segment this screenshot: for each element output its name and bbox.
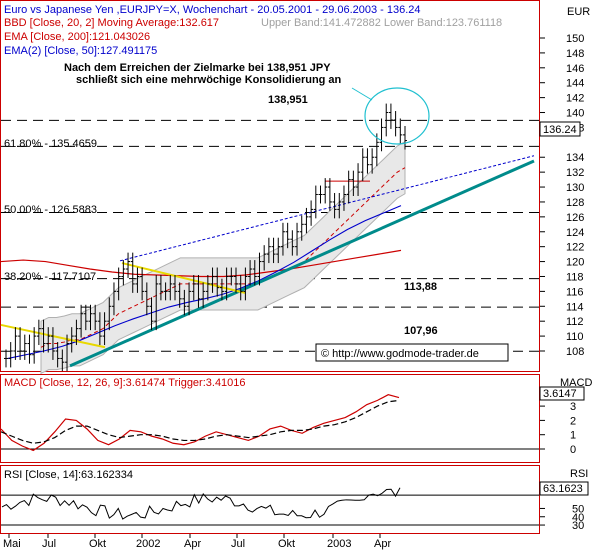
macd-axis-label: 2 — [570, 415, 576, 427]
macd-panel-frame — [0, 374, 540, 463]
time-axis-label: Jul — [42, 538, 56, 550]
price-axis-label: 134 — [566, 152, 584, 164]
annotation-note-line2: schließt sich eine mehrwöchige Konsolidi… — [76, 74, 342, 86]
legend-ema50: EMA(2) [Close, 50]:127.491175 — [4, 45, 157, 57]
blue-dotted-trend-line — [119, 155, 535, 262]
macd-value-box — [539, 386, 585, 401]
price-axis-label: 108 — [566, 346, 584, 358]
level-label-11388: 113,88 — [404, 281, 437, 293]
time-axis-label: Okt — [278, 538, 295, 550]
macd-axis-label: 0 — [570, 444, 576, 456]
price-axis-label: 110 — [566, 331, 584, 343]
green-trend-line — [69, 159, 535, 368]
legend-bbd: BBD [Close, 20, 2] Moving Average:132.61… — [4, 17, 219, 29]
time-axis-label: Jul — [231, 538, 245, 550]
price-axis-label: 146 — [566, 63, 584, 75]
rsi-axis-label: 40 — [572, 512, 584, 524]
price-axis-label: 122 — [566, 242, 584, 254]
macd-axis-label: 3 — [570, 401, 576, 413]
macd-axis-title: MACD — [560, 377, 592, 389]
legend-ema200: EMA [Close, 200]:121.043026 — [4, 31, 150, 43]
price-axis-label: 114 — [566, 301, 584, 313]
macd-trigger-line — [0, 399, 400, 444]
fib-label-382: 38.20% - 117.7107 — [4, 271, 96, 283]
rsi-axis-label: 30 — [572, 520, 584, 532]
currency-label: EUR — [567, 6, 590, 18]
price-axis-label: 140 — [566, 108, 584, 120]
rsi-panel-frame — [0, 465, 540, 534]
price-axis-label: 112 — [566, 316, 584, 328]
price-axis-label: 148 — [566, 48, 584, 60]
price-axis-label: 130 — [566, 182, 584, 194]
bollinger-mid-line — [40, 167, 406, 348]
fib-label-618: 61.80% - 135.4659 — [4, 138, 97, 150]
price-axis-label: 124 — [566, 227, 584, 239]
price-axis-label: 116 — [566, 286, 584, 298]
time-axis-label: Apr — [374, 538, 391, 550]
rsi-line — [1, 487, 401, 520]
ema200-line — [0, 249, 402, 278]
macd-label: MACD [Close, 12, 26, 9]:3.61474 Trigger:… — [4, 377, 246, 389]
copyright-text: © http://www.godmode-trader.de — [321, 348, 479, 360]
price-axis-label: 128 — [566, 197, 584, 209]
level-label-10796: 107,96 — [404, 325, 438, 337]
macd-value: 3.6147 — [543, 388, 577, 400]
legend-bbd-bands: Upper Band:141.472882 Lower Band:123.761… — [261, 17, 502, 29]
rsi-axis-label: 50 — [572, 503, 584, 515]
highlight-circle — [364, 87, 430, 145]
copyright-box — [315, 343, 509, 362]
price-axis-label: 142 — [566, 93, 584, 105]
price-axis-label: 132 — [566, 167, 584, 179]
rsi-value-box — [539, 481, 589, 496]
rsi-value: 63.1623 — [543, 483, 583, 495]
annotation-note-line1: Nach dem Erreichen der Zielmarke bei 138… — [64, 62, 331, 74]
time-axis-label: Apr — [184, 538, 201, 550]
price-axis-label: 120 — [566, 257, 584, 269]
time-axis-label: Okt — [89, 538, 106, 550]
rsi-label: RSI [Close, 14]:63.162334 — [4, 469, 133, 481]
time-axis-label: Mai — [3, 538, 21, 550]
annotation-pointer-line — [351, 87, 373, 101]
ema50-line — [7, 205, 402, 359]
time-axis-label: 2003 — [327, 538, 351, 550]
level-label-138951: 138,951 — [268, 94, 308, 106]
macd-line — [0, 394, 400, 452]
macd-axis-label: 1 — [570, 430, 576, 442]
last-price-value: 136.24 — [543, 124, 577, 136]
time-axis-label: 2002 — [136, 538, 160, 550]
last-price-box — [539, 121, 581, 137]
fib-label-500: 50.00% - 126.5883 — [4, 204, 97, 216]
price-axis-label: 126 — [566, 212, 584, 224]
price-axis-label: 144 — [566, 78, 584, 90]
chart-title: Euro vs Japanese Yen ,EURJPY=X, Wochench… — [4, 4, 421, 16]
price-axis-label: 150 — [566, 33, 584, 45]
price-axis-label: 118 — [566, 271, 584, 283]
bollinger-band-area — [40, 140, 406, 375]
rsi-axis-title: RSI — [570, 468, 588, 480]
